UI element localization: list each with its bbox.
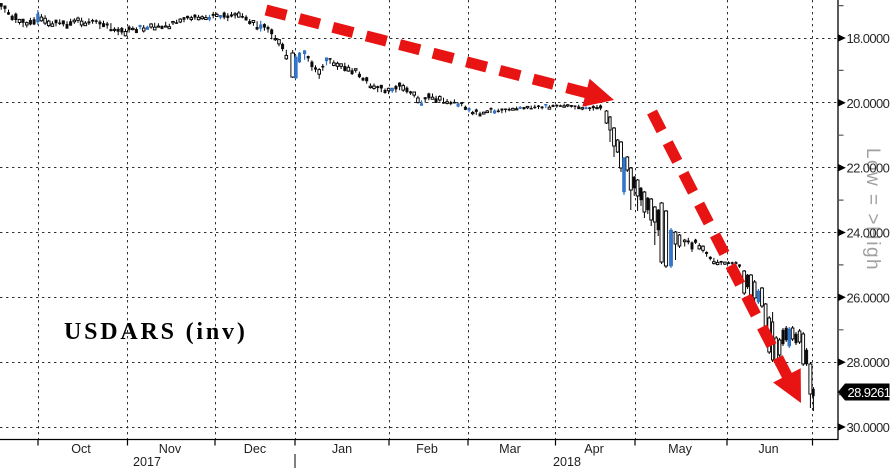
svg-text:Jan: Jan (332, 442, 352, 456)
svg-text:Dec: Dec (244, 442, 266, 456)
svg-text:26.0000: 26.0000 (847, 290, 890, 305)
svg-text:Low = >High: Low = >High (862, 148, 883, 271)
svg-text:May: May (668, 442, 692, 456)
svg-text:28.0000: 28.0000 (847, 355, 890, 370)
svg-text:Nov: Nov (159, 442, 182, 456)
svg-text:18.0000: 18.0000 (847, 31, 890, 46)
svg-text:2018: 2018 (553, 455, 581, 469)
svg-text:30.0000: 30.0000 (847, 420, 890, 435)
svg-text:22.0000: 22.0000 (847, 161, 890, 176)
svg-text:24.0000: 24.0000 (847, 226, 890, 241)
svg-text:Oct: Oct (71, 442, 91, 456)
svg-text:2017: 2017 (133, 455, 161, 469)
svg-text:20.0000: 20.0000 (847, 96, 890, 111)
svg-text:Apr: Apr (584, 442, 604, 456)
svg-text:28.9261: 28.9261 (848, 385, 890, 400)
svg-text:Mar: Mar (499, 442, 521, 456)
svg-text:USDARS (inv): USDARS (inv) (64, 319, 248, 345)
svg-text:Feb: Feb (416, 442, 438, 456)
svg-text:Jun: Jun (758, 442, 778, 456)
